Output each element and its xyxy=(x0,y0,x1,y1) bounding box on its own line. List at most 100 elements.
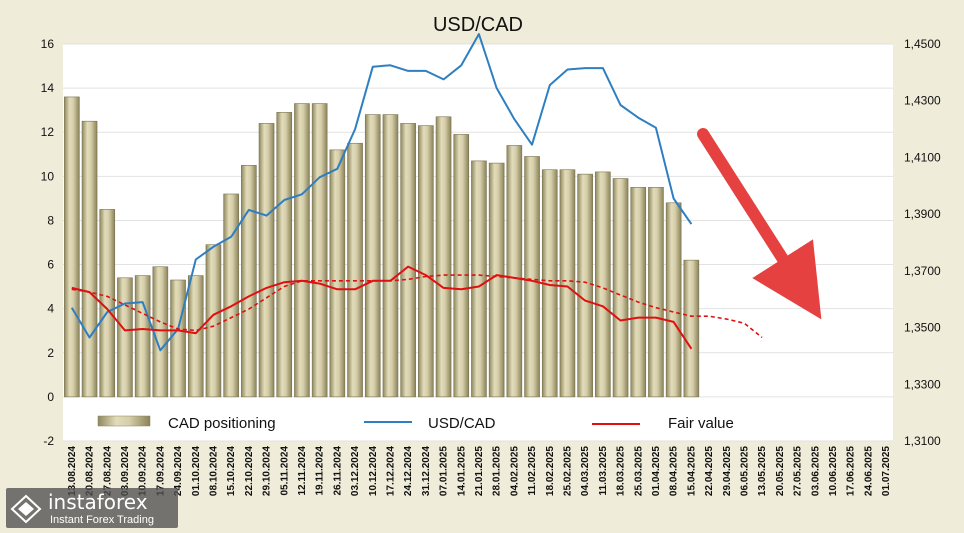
bar-cad-positioning xyxy=(81,120,98,398)
line-series xyxy=(70,33,763,352)
left-tick-label: 0 xyxy=(47,390,54,404)
left-tick-label: 8 xyxy=(47,213,54,227)
x-tick-label: 17.06.2025 xyxy=(846,446,857,496)
x-tick-label: 20.05.2025 xyxy=(775,446,786,496)
right-tick-label: 1,3700 xyxy=(904,264,941,278)
x-tick-label: 22.10.2024 xyxy=(244,446,255,496)
right-tick-label: 1,3900 xyxy=(904,207,941,221)
x-tick-label: 10.12.2024 xyxy=(368,446,379,496)
legend-label-fair-value: Fair value xyxy=(668,415,734,432)
right-tick-label: 1,3500 xyxy=(904,321,941,335)
x-tick-label: 18.02.2025 xyxy=(545,446,556,496)
bar-cad-positioning xyxy=(612,178,629,398)
legend-label-cad-positioning: CAD positioning xyxy=(168,415,276,432)
x-tick-label: 21.01.2025 xyxy=(474,446,485,496)
x-tick-label: 01.04.2025 xyxy=(651,446,662,496)
bar-cad-positioning xyxy=(205,244,222,398)
bar-cad-positioning xyxy=(170,279,186,398)
x-tick-label: 03.06.2025 xyxy=(810,446,821,496)
x-tick-label: 01.07.2025 xyxy=(881,446,892,496)
x-tick-label: 06.05.2025 xyxy=(739,446,750,496)
bar-cad-positioning xyxy=(418,125,434,398)
x-tick-label: 25.03.2025 xyxy=(633,446,644,496)
bar-cad-positioning xyxy=(311,103,328,398)
x-tick-label: 04.03.2025 xyxy=(580,446,591,496)
left-tick-label: 2 xyxy=(47,346,54,360)
watermark-brand: instaforex xyxy=(48,490,148,514)
left-axis: 16 14 12 10 8 6 4 2 0 -2 xyxy=(41,37,55,448)
bar-cad-positioning xyxy=(258,123,275,398)
bar-cad-positioning xyxy=(435,116,452,398)
x-tick-label: 03.09.2024 xyxy=(120,446,131,496)
x-tick-label: 31.12.2024 xyxy=(421,446,432,496)
x-tick-label: 11.02.2025 xyxy=(527,446,538,496)
x-tick-label: 19.11.2024 xyxy=(315,446,326,496)
bar-cad-positioning xyxy=(559,169,576,398)
left-tick-label: 4 xyxy=(47,302,54,316)
bar-cad-positioning xyxy=(152,266,169,398)
x-tick-label: 14.01.2025 xyxy=(456,446,467,496)
x-tick-label: 28.01.2025 xyxy=(492,446,503,496)
line-fair-value-smoothed xyxy=(71,274,763,339)
x-tick-label: 17.12.2024 xyxy=(385,446,396,496)
bar-cad-positioning xyxy=(577,173,593,398)
bar-cad-positioning xyxy=(665,202,682,398)
x-tick-label: 29.10.2024 xyxy=(262,446,273,496)
bar-cad-positioning xyxy=(347,142,363,398)
left-tick-label: 10 xyxy=(41,169,55,183)
x-tick-label: 27.05.2025 xyxy=(793,446,804,496)
forecast-arrow xyxy=(697,128,822,320)
bar-cad-positioning xyxy=(276,112,293,398)
bar-cad-positioning xyxy=(187,275,204,398)
bar-cad-positioning xyxy=(223,193,239,398)
bar-cad-positioning xyxy=(630,187,647,398)
watermark-tagline: Instant Forex Trading xyxy=(50,514,154,526)
x-tick-label: 17.09.2024 xyxy=(155,446,166,496)
bar-cad-positioning xyxy=(364,114,381,398)
x-tick-label: 13.05.2025 xyxy=(757,446,768,496)
x-tick-label: 15.04.2025 xyxy=(686,446,697,496)
x-tick-label: 11.03.2025 xyxy=(598,446,609,496)
bar-cad-positioning xyxy=(329,149,346,398)
bar-cad-positioning xyxy=(134,275,151,398)
right-tick-label: 1,4300 xyxy=(904,94,941,108)
x-tick-label: 10.06.2025 xyxy=(828,446,839,496)
right-tick-label: 1,4500 xyxy=(904,37,941,51)
instaforex-watermark: instaforex Instant Forex Trading xyxy=(6,488,178,528)
bar-cad-positioning xyxy=(471,160,487,398)
x-tick-label: 05.11.2024 xyxy=(279,446,290,496)
x-tick-label: 03.12.2024 xyxy=(350,446,361,496)
bar-cad-positioning xyxy=(241,165,257,398)
left-tick-label: 6 xyxy=(47,258,54,272)
x-tick-label: 08.04.2025 xyxy=(669,446,680,496)
x-tick-label: 22.04.2025 xyxy=(704,446,715,496)
left-tick-label: 16 xyxy=(41,37,55,51)
bar-cad-positioning xyxy=(683,259,700,398)
x-tick-label: 24.12.2024 xyxy=(403,446,414,496)
line-usd-cad xyxy=(70,33,693,352)
left-tick-label: 14 xyxy=(41,81,55,95)
right-tick-label: 1,3100 xyxy=(904,434,941,448)
left-tick-label: -2 xyxy=(43,434,54,448)
bar-cad-positioning xyxy=(117,277,133,398)
right-tick-label: 1,4100 xyxy=(904,150,941,164)
bar-cad-positioning xyxy=(524,156,540,398)
legend-label-usdcad: USD/CAD xyxy=(428,415,496,432)
x-tick-label: 15.10.2024 xyxy=(226,446,237,496)
chart-title: USD/CAD xyxy=(433,14,523,36)
x-tick-label: 25.02.2025 xyxy=(562,446,573,496)
bar-cad-positioning xyxy=(488,162,505,398)
x-axis: 13.08.2024 20.08.2024 27.08.2024 03.09.2024… xyxy=(67,446,892,496)
x-tick-label: 18.03.2025 xyxy=(616,446,627,496)
bar-cad-positioning xyxy=(400,123,416,398)
bar-cad-positioning xyxy=(294,103,310,398)
x-tick-label: 04.02.2025 xyxy=(509,446,520,496)
x-tick-label: 24.06.2025 xyxy=(863,446,874,496)
legend: CAD positioning USD/CAD Fair value xyxy=(97,415,734,432)
bar-cad-positioning xyxy=(453,134,470,398)
bar-cad-positioning xyxy=(64,96,80,398)
bar-cad-positioning xyxy=(506,145,523,398)
left-tick-label: 12 xyxy=(41,125,55,139)
x-tick-label: 01.10.2024 xyxy=(191,446,202,496)
